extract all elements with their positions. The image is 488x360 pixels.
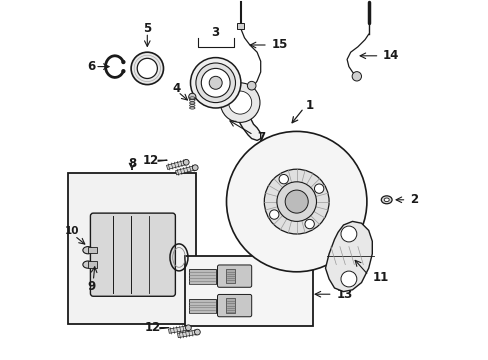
FancyBboxPatch shape bbox=[90, 213, 175, 296]
Text: 9: 9 bbox=[87, 280, 96, 293]
Circle shape bbox=[279, 175, 288, 184]
Circle shape bbox=[305, 219, 314, 229]
Circle shape bbox=[264, 169, 328, 234]
Bar bbox=[185, 256, 312, 326]
Ellipse shape bbox=[381, 196, 391, 204]
Bar bbox=[188, 299, 215, 313]
Circle shape bbox=[131, 52, 163, 85]
Ellipse shape bbox=[189, 97, 195, 99]
Circle shape bbox=[188, 93, 196, 100]
Circle shape bbox=[220, 83, 260, 122]
Circle shape bbox=[269, 210, 278, 219]
Bar bbox=[68, 173, 196, 324]
Ellipse shape bbox=[183, 159, 189, 165]
Text: 8: 8 bbox=[128, 157, 136, 170]
Polygon shape bbox=[177, 330, 197, 338]
FancyBboxPatch shape bbox=[217, 294, 251, 317]
Text: 2: 2 bbox=[409, 193, 417, 206]
Circle shape bbox=[122, 60, 124, 63]
Bar bbox=[226, 298, 235, 313]
Circle shape bbox=[196, 63, 235, 103]
Text: 5: 5 bbox=[143, 22, 151, 35]
Circle shape bbox=[285, 190, 307, 213]
Text: 13: 13 bbox=[336, 288, 352, 301]
Text: 14: 14 bbox=[382, 49, 399, 62]
Circle shape bbox=[228, 91, 251, 114]
Bar bbox=[226, 269, 235, 283]
Text: 7: 7 bbox=[257, 131, 264, 144]
Polygon shape bbox=[168, 326, 188, 333]
Text: 6: 6 bbox=[87, 60, 96, 73]
Ellipse shape bbox=[189, 107, 195, 109]
Polygon shape bbox=[166, 160, 186, 170]
Circle shape bbox=[340, 226, 356, 242]
Circle shape bbox=[209, 76, 222, 89]
Ellipse shape bbox=[189, 99, 195, 102]
Bar bbox=[188, 269, 215, 284]
Ellipse shape bbox=[384, 198, 388, 202]
Polygon shape bbox=[221, 67, 260, 140]
Ellipse shape bbox=[194, 329, 200, 335]
Bar bbox=[237, 23, 244, 29]
Circle shape bbox=[276, 182, 316, 221]
Circle shape bbox=[314, 184, 323, 193]
Ellipse shape bbox=[192, 165, 198, 171]
Ellipse shape bbox=[185, 325, 191, 330]
Circle shape bbox=[340, 271, 356, 287]
Bar bbox=[88, 261, 97, 268]
Text: 1: 1 bbox=[305, 99, 313, 112]
Text: 12: 12 bbox=[142, 154, 159, 167]
Polygon shape bbox=[175, 166, 195, 175]
Circle shape bbox=[122, 70, 124, 73]
FancyBboxPatch shape bbox=[217, 265, 251, 287]
Circle shape bbox=[247, 81, 256, 90]
Ellipse shape bbox=[82, 261, 93, 268]
Text: 12: 12 bbox=[144, 321, 161, 334]
Circle shape bbox=[190, 58, 241, 108]
Text: 10: 10 bbox=[65, 226, 80, 236]
Text: 4: 4 bbox=[172, 82, 180, 95]
Text: 11: 11 bbox=[371, 271, 388, 284]
Circle shape bbox=[226, 131, 366, 272]
Ellipse shape bbox=[189, 104, 195, 107]
Text: 3: 3 bbox=[211, 26, 219, 39]
Bar bbox=[88, 247, 97, 253]
Circle shape bbox=[201, 68, 230, 97]
Circle shape bbox=[137, 58, 157, 78]
Polygon shape bbox=[325, 221, 371, 292]
Ellipse shape bbox=[82, 247, 93, 254]
Circle shape bbox=[351, 72, 361, 81]
Ellipse shape bbox=[189, 102, 195, 104]
Text: 15: 15 bbox=[271, 39, 287, 51]
